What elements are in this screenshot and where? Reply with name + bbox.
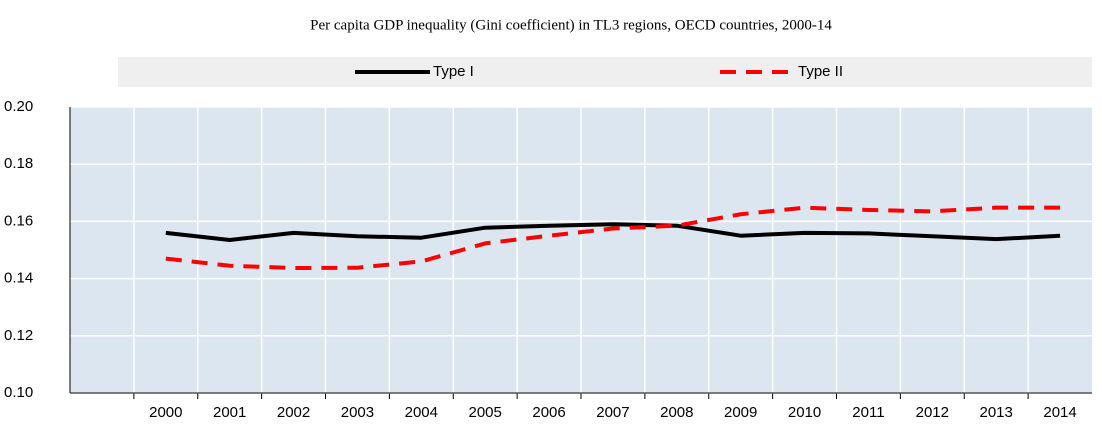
x-tick-label: 2012 xyxy=(916,404,949,421)
x-tick-label: 2009 xyxy=(724,404,757,421)
x-tick-label: 2007 xyxy=(596,404,629,421)
x-tick-label: 2013 xyxy=(980,404,1013,421)
y-tick-label: 0.12 xyxy=(4,327,33,344)
series-line xyxy=(165,222,1061,242)
y-tick-label: 0.10 xyxy=(4,384,33,401)
x-tick-label: 2002 xyxy=(277,404,310,421)
x-tick-label: 2006 xyxy=(532,404,565,421)
x-tick-label: 2000 xyxy=(149,404,182,421)
x-tick-label: 2001 xyxy=(213,404,246,421)
x-tick-label: 2011 xyxy=(852,404,884,421)
x-tick-label: 2014 xyxy=(1043,404,1076,421)
x-tick-label: 2004 xyxy=(405,404,438,421)
series-line xyxy=(165,205,1061,271)
y-tick-label: 0.16 xyxy=(4,212,33,229)
y-tick-label: 0.14 xyxy=(4,270,33,287)
legend-background xyxy=(118,57,1092,87)
chart-title: Per capita GDP inequality (Gini coeffici… xyxy=(310,17,832,33)
y-tick-label: 0.20 xyxy=(4,98,33,115)
x-tick-label: 2005 xyxy=(469,404,502,421)
x-tick-label: 2008 xyxy=(660,404,693,421)
y-tick-label: 0.18 xyxy=(4,155,33,172)
legend-label: Type II xyxy=(798,63,843,80)
x-tick-label: 2010 xyxy=(788,404,821,421)
legend-label: Type I xyxy=(433,63,474,80)
x-tick-label: 2003 xyxy=(341,404,374,421)
